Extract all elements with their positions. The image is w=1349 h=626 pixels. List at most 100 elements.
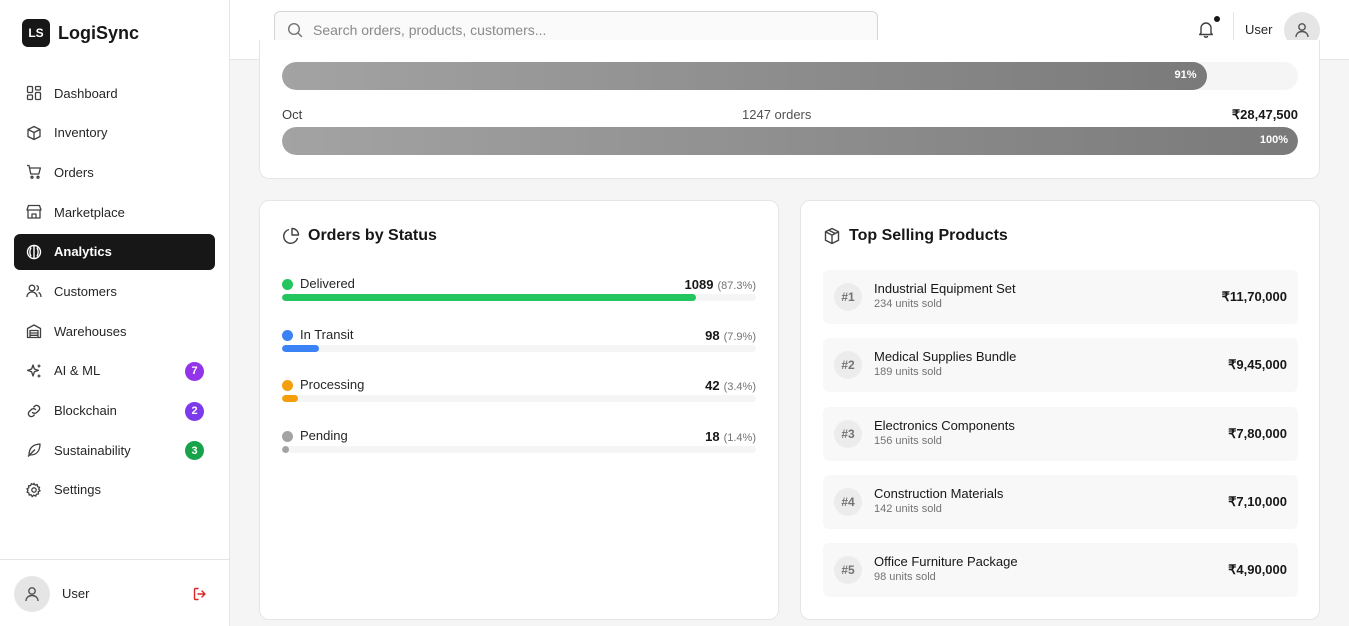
status-value: 18 (1.4%) xyxy=(705,429,756,444)
sidebar-item-label: Settings xyxy=(54,482,101,498)
status-dot xyxy=(282,431,293,443)
box-icon xyxy=(26,125,42,141)
pie-chart-icon xyxy=(282,227,300,245)
top-selling-products-card: Top Selling Products #1 Industrial Equipm… xyxy=(800,200,1320,620)
search-input[interactable] xyxy=(313,22,873,38)
sidebar-user-name: User xyxy=(62,586,90,601)
sidebar-item-settings[interactable]: Settings xyxy=(14,472,215,508)
sidebar: LS LogiSync Dashboard Inventory Orders M… xyxy=(0,0,230,626)
status-item-in-transit: In Transit 98 (7.9%) xyxy=(282,326,756,366)
status-label: In Transit xyxy=(300,326,354,342)
product-units: 234 units sold xyxy=(874,298,942,310)
product-revenue: ₹7,10,000 xyxy=(1228,493,1287,509)
package-icon xyxy=(823,227,841,245)
status-dot xyxy=(282,279,293,290)
gear-icon xyxy=(26,482,42,498)
sidebar-item-customers[interactable]: Customers xyxy=(14,273,215,309)
sustainability-badge: 3 xyxy=(185,441,204,461)
status-item-pending: Pending 18 (1.4%) xyxy=(282,427,756,467)
sidebar-nav: Dashboard Inventory Orders Marketplace A… xyxy=(14,75,215,512)
status-bar-fill xyxy=(282,395,299,403)
status-value: 42 (3.4%) xyxy=(705,378,756,393)
sidebar-item-warehouses[interactable]: Warehouses xyxy=(14,313,215,349)
status-percent: (87.3%) xyxy=(717,280,756,292)
status-label: Delivered xyxy=(300,276,355,291)
header-user-name[interactable]: User xyxy=(1245,22,1273,37)
product-units: 189 units sold xyxy=(874,366,942,379)
product-revenue: ₹11,70,000 xyxy=(1221,289,1287,304)
status-value: 98 (7.9%) xyxy=(705,328,756,343)
card-title: Top Selling Products xyxy=(823,227,1008,245)
sidebar-item-marketplace[interactable]: Marketplace xyxy=(14,194,215,230)
status-bar-fill xyxy=(282,344,320,352)
status-bar-fill xyxy=(282,446,289,454)
status-count: 1089 xyxy=(684,277,714,292)
sidebar-item-label: Inventory xyxy=(54,125,108,141)
status-bar-track xyxy=(282,446,756,454)
brand-logo: LS xyxy=(22,19,50,47)
month-label: Oct xyxy=(282,107,303,122)
status-label: Processing xyxy=(300,377,365,393)
status-bar-track xyxy=(282,395,756,403)
sidebar-item-analytics[interactable]: Analytics xyxy=(14,233,215,270)
month-bar-fill-oct: 100% xyxy=(282,127,1298,155)
status-dot xyxy=(282,329,293,341)
sidebar-item-label: Orders xyxy=(54,164,94,180)
product-units: 142 units sold xyxy=(874,502,942,515)
sidebar-item-label: AI & ML xyxy=(54,363,101,379)
status-count: 42 xyxy=(705,378,720,394)
month-row-oct: Oct 1247 orders ₹28,47,500 xyxy=(282,107,1298,123)
card-title-text: Orders by Status xyxy=(308,227,437,244)
sidebar-item-label: Warehouses xyxy=(54,323,127,339)
product-rank: #5 xyxy=(834,556,862,585)
avatar[interactable] xyxy=(14,576,50,612)
product-row[interactable]: #1 Industrial Equipment Set 234 units sold… xyxy=(823,270,1298,324)
sidebar-item-label: Sustainability xyxy=(54,442,131,458)
bell-icon[interactable] xyxy=(1197,20,1215,38)
product-rank: #1 xyxy=(834,283,862,311)
store-icon xyxy=(26,204,42,220)
logout-icon[interactable] xyxy=(192,586,208,602)
status-percent: (1.4%) xyxy=(723,432,756,445)
status-bar-track xyxy=(282,344,756,352)
product-row[interactable]: #3 Electronics Components 156 units sold ₹7… xyxy=(823,406,1298,461)
month-bar-track-oct: 100% xyxy=(282,127,1298,155)
dashboard-icon xyxy=(26,85,42,101)
sidebar-item-blockchain[interactable]: Blockchain 2 xyxy=(14,393,215,429)
status-percent: (3.4%) xyxy=(723,381,756,394)
notification-dot xyxy=(1214,16,1220,22)
sidebar-item-label: Analytics xyxy=(54,244,112,260)
product-rank: #3 xyxy=(834,419,862,448)
sidebar-footer: User xyxy=(0,559,229,626)
product-name: Industrial Equipment Set xyxy=(874,281,1016,296)
link-icon xyxy=(26,403,42,419)
status-value: 1089 (87.3%) xyxy=(685,277,756,292)
status-count: 18 xyxy=(705,429,720,445)
status-bar-fill xyxy=(282,294,696,301)
sidebar-item-inventory[interactable]: Inventory xyxy=(14,115,215,151)
search-icon xyxy=(287,22,303,38)
sidebar-item-orders[interactable]: Orders xyxy=(14,154,215,190)
product-row[interactable]: #2 Medical Supplies Bundle 189 units sold ₹… xyxy=(823,338,1298,393)
sidebar-item-dashboard[interactable]: Dashboard xyxy=(14,75,215,111)
month-bar-percent-oct: 100% xyxy=(1259,134,1288,146)
product-revenue: ₹9,45,000 xyxy=(1228,357,1287,373)
user-icon xyxy=(1295,23,1309,38)
status-label: Pending xyxy=(300,428,348,444)
brand[interactable]: LS LogiSync xyxy=(22,19,139,47)
sidebar-item-sustainability[interactable]: Sustainability 3 xyxy=(14,432,215,468)
card-title: Orders by Status xyxy=(282,227,437,245)
product-name: Electronics Components xyxy=(874,417,1015,433)
user-icon xyxy=(25,587,39,602)
status-item-delivered: Delivered 1089 (87.3%) xyxy=(282,275,756,315)
warehouse-icon xyxy=(26,323,42,339)
product-revenue: ₹4,90,000 xyxy=(1228,562,1287,578)
product-row[interactable]: #4 Construction Materials 142 units sold ₹7… xyxy=(823,474,1298,529)
leaf-icon xyxy=(26,442,42,458)
product-row[interactable]: #5 Office Furniture Package 98 units sold ₹… xyxy=(823,543,1298,598)
product-units: 98 units sold xyxy=(874,571,936,584)
users-icon xyxy=(26,283,42,299)
header-divider xyxy=(1233,12,1234,48)
sidebar-item-ai-ml[interactable]: AI & ML 7 xyxy=(14,353,215,389)
